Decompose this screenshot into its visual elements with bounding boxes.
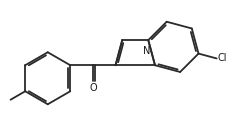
Text: Cl: Cl (218, 53, 227, 63)
Text: O: O (89, 83, 97, 93)
Text: N: N (143, 46, 151, 56)
